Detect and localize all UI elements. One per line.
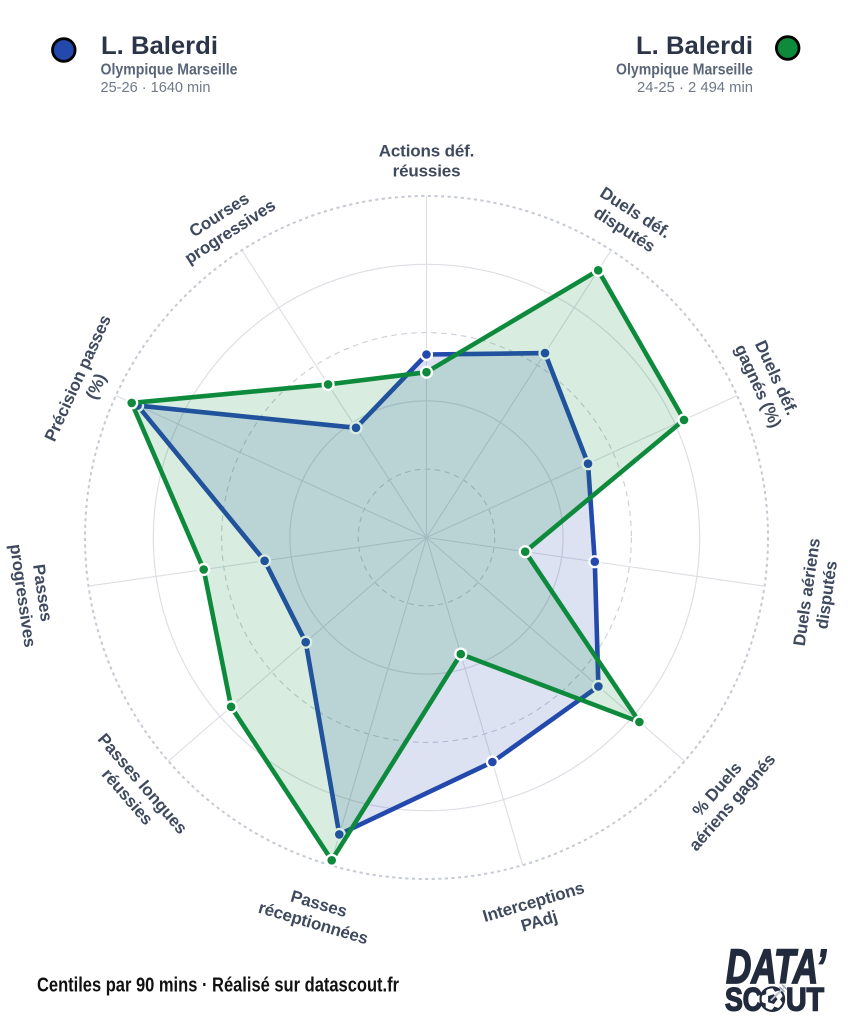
svg-text:Centiles par 90 mins · Réalisé: Centiles par 90 mins · Réalisé sur datas… <box>37 975 399 997</box>
svg-text:25-26 · 1640 min: 25-26 · 1640 min <box>101 80 211 96</box>
svg-text:SC: SC <box>725 982 762 1018</box>
svg-text:DATA’: DATA’ <box>726 941 826 994</box>
svg-text:L. Balerdi: L. Balerdi <box>636 32 753 60</box>
svg-text:L. Balerdi: L. Balerdi <box>101 32 218 60</box>
svg-text:Olympique Marseille: Olympique Marseille <box>616 62 753 79</box>
svg-text:24-25 · 2 494 min: 24-25 · 2 494 min <box>637 80 753 96</box>
svg-text:Olympique Marseille: Olympique Marseille <box>101 62 238 79</box>
svg-text:Actions déf.réussies: Actions déf. réussies <box>379 142 475 181</box>
svg-text:UT: UT <box>786 982 824 1018</box>
